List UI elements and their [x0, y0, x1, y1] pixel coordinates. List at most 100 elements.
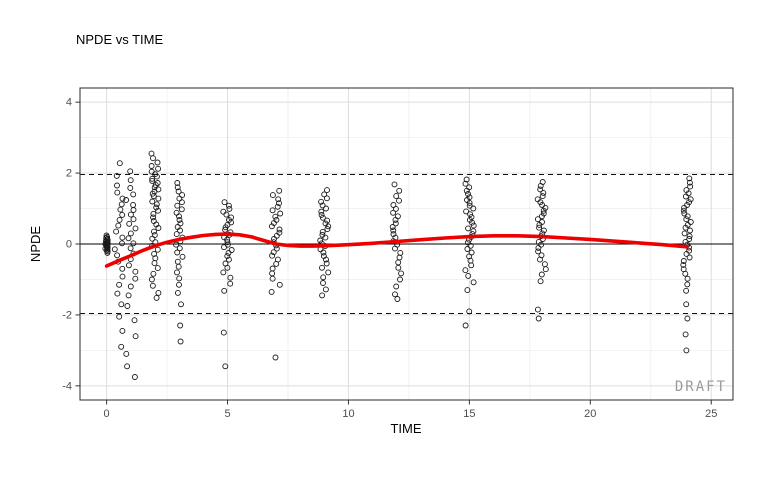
scatter-point: [176, 275, 183, 282]
scatter-point: [125, 235, 132, 242]
scatter-point: [466, 308, 473, 315]
scatter-point: [178, 301, 184, 308]
scatter-point: [150, 270, 157, 277]
scatter-point: [154, 265, 161, 272]
scatter-point: [225, 202, 232, 209]
scatter-point: [535, 315, 542, 322]
scatter-point: [130, 191, 137, 198]
scatter-point: [132, 225, 139, 232]
scatter-point: [228, 247, 235, 253]
scatter-point: [176, 245, 183, 252]
scatter-point: [680, 261, 687, 268]
scatter-point: [467, 211, 474, 218]
scatter-point: [118, 201, 125, 208]
scatter-point: [323, 205, 329, 212]
scatter-point: [104, 236, 111, 242]
scatter-point: [320, 274, 327, 281]
scatter-point: [462, 322, 469, 329]
scatter-point: [155, 195, 162, 202]
scatter-point: [682, 224, 689, 231]
scatter-point: [119, 265, 126, 272]
scatter-point: [687, 227, 693, 234]
scatter-point: [269, 192, 276, 199]
scatter-point: [686, 236, 693, 242]
x-tick-label: 20: [584, 408, 596, 420]
scatter-point: [124, 303, 131, 309]
scatter-point: [680, 207, 687, 214]
scatter-point: [391, 181, 398, 188]
scatter-point: [155, 289, 162, 296]
scatter-point: [686, 179, 693, 186]
scatter-point: [114, 252, 121, 259]
scatter-point: [224, 253, 231, 260]
chart-title: NPDE vs TIME: [76, 32, 164, 47]
scatter-point: [470, 228, 477, 235]
scatter-point: [317, 237, 324, 244]
scatter-point: [394, 296, 401, 302]
scatter-point: [390, 209, 397, 216]
scatter-point: [174, 249, 181, 256]
scatter-point: [686, 233, 693, 240]
scatter-point: [470, 222, 477, 229]
scatter-point: [123, 197, 130, 203]
scatter-point: [682, 270, 689, 277]
scatter-point: [148, 163, 155, 169]
scatter-point: [396, 197, 402, 204]
scatter-point: [534, 216, 541, 223]
scatter-point: [392, 205, 399, 212]
scatter-point: [130, 240, 137, 247]
scatter-point: [176, 281, 182, 288]
scatter-point: [393, 193, 400, 200]
scatter-point: [116, 216, 123, 223]
scatter-point: [118, 301, 125, 308]
x-tick-label: 25: [705, 408, 717, 420]
scatter-point: [319, 228, 326, 235]
scatter-point: [117, 206, 124, 213]
y-axis-ticks: -4 -2 0 2 4: [62, 97, 80, 392]
scatter-point: [127, 168, 134, 175]
scatter-point: [127, 211, 134, 218]
scatter-point: [325, 223, 332, 230]
scatter-point: [114, 189, 121, 196]
scatter-point: [392, 245, 398, 252]
scatter-point: [274, 203, 281, 210]
x-tick-label: 0: [104, 408, 110, 420]
scatter-point: [680, 258, 687, 264]
scatter-point: [538, 271, 545, 278]
scatter-point: [221, 244, 227, 251]
scatter-point: [319, 202, 326, 209]
scatter-point: [114, 182, 120, 189]
scatter-point: [687, 196, 694, 203]
scatter-point: [119, 211, 126, 218]
scatter-point: [155, 165, 162, 172]
scatter-point: [686, 175, 693, 182]
scatter-point: [535, 244, 542, 251]
scatter-point: [151, 260, 158, 267]
scatter-point: [174, 202, 181, 209]
scatter-point: [127, 177, 134, 184]
scatter-point: [178, 199, 185, 206]
scatter-point: [222, 224, 229, 231]
scatter-point: [389, 224, 396, 230]
scatter-point: [130, 216, 137, 223]
scatter-point: [118, 343, 125, 350]
scatter-point: [392, 220, 399, 227]
scatter-point: [464, 287, 471, 294]
scatter-point: [269, 207, 276, 214]
scatter-point: [131, 317, 138, 324]
scatter-point: [154, 246, 161, 253]
scatter-point: [277, 210, 284, 217]
scatter-point: [116, 313, 123, 320]
scatter-point: [683, 301, 690, 308]
scatter-point: [684, 281, 691, 288]
scatter-point: [462, 180, 469, 187]
scatter-point: [130, 207, 137, 213]
scatter-point: [540, 189, 547, 196]
scatter-point: [176, 213, 182, 220]
scatter-point: [153, 201, 160, 208]
scatter-point: [151, 228, 157, 235]
scatter-point: [684, 213, 691, 220]
scatter-point: [222, 363, 229, 370]
scatter-point: [470, 279, 477, 286]
scatter-point: [272, 354, 279, 361]
